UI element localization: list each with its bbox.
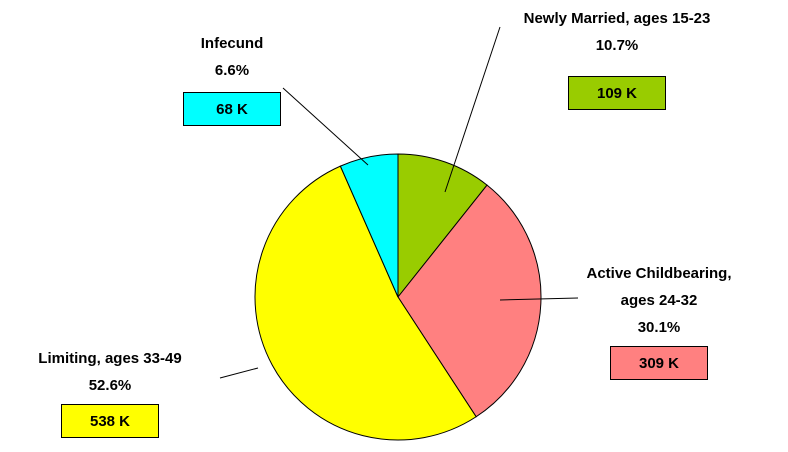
category-label: Infecund <box>200 35 264 52</box>
percent-label: 10.7% <box>595 37 639 54</box>
leader-line <box>282 87 369 166</box>
leader-line <box>219 367 259 379</box>
count-box: 109 K <box>568 76 666 110</box>
count-box: 68 K <box>183 92 281 126</box>
pie-slice <box>254 165 477 441</box>
category-label: Limiting, ages 33-49 <box>38 350 182 367</box>
pie-slice <box>339 153 399 298</box>
category-label: Active Childbearing, ages 24-32 <box>586 265 732 309</box>
pie-slice <box>397 184 542 418</box>
leader-line <box>444 26 501 193</box>
percent-label: 6.6% <box>214 62 250 79</box>
slice-label: Active Childbearing, ages 24-32 30.1% 309 … <box>569 260 749 380</box>
leader-line <box>499 297 579 301</box>
slice-label: Infecund 6.6% 68 K <box>172 30 292 126</box>
count-box: 309 K <box>610 346 708 380</box>
slice-label: Limiting, ages 33-49 52.6% 538 K <box>0 345 225 438</box>
category-label: Newly Married, ages 15-23 <box>523 10 711 27</box>
count-box: 538 K <box>61 404 159 438</box>
slice-label: Newly Married, ages 15-23 10.7% 109 K <box>517 5 717 110</box>
percent-label: 52.6% <box>88 377 132 394</box>
percent-label: 30.1% <box>637 319 681 336</box>
pie-slice <box>397 153 488 299</box>
